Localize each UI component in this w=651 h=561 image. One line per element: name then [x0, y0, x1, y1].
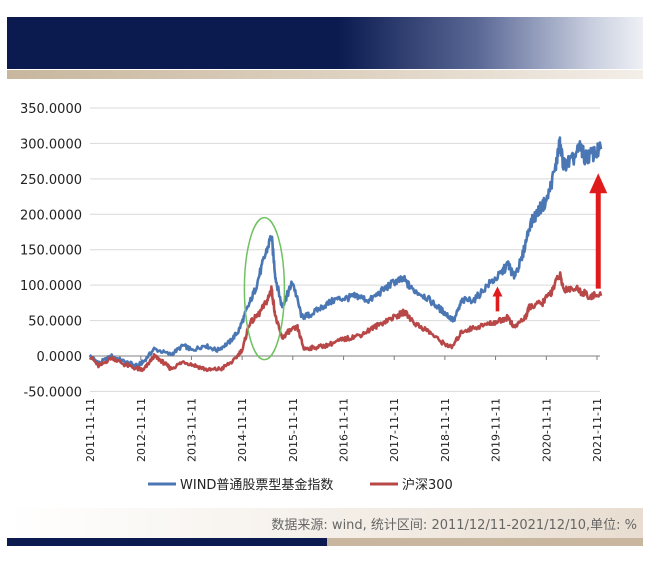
- x-axis-ticks: 2011-11-11 2012-11-11 2013-11-11 2014-11-11…: [84, 356, 604, 462]
- legend: WIND普通股票型基金指数 沪深300: [148, 477, 453, 493]
- x-tick-label: 2011-11-11: [84, 398, 97, 462]
- y-axis-ticks: 350.0000 300.0000 250.0000 200.0000 150.0000…: [20, 102, 82, 400]
- red-arrow-large: [589, 173, 608, 289]
- y-tick-label: -50.0000: [24, 385, 82, 400]
- x-tick-label: 2014-11-11: [236, 398, 249, 462]
- x-tick-label: 2016-11-11: [338, 398, 351, 462]
- header-accent-strip: [7, 70, 643, 79]
- footer-tan-band: [327, 538, 643, 546]
- y-tick-label: 200.0000: [20, 208, 82, 223]
- y-tick-label: 0.0000: [37, 350, 83, 365]
- x-tick-label: 2018-11-11: [439, 398, 452, 462]
- x-tick-label: 2020-11-11: [540, 398, 553, 462]
- legend-label: WIND普通股票型基金指数: [180, 477, 333, 493]
- y-tick-label: 250.0000: [20, 173, 82, 188]
- red-arrow-small: [492, 286, 503, 312]
- series-line-wind-fund-index: [88, 136, 603, 369]
- legend-label: 沪深300: [402, 477, 453, 493]
- x-tick-label: 2015-11-11: [287, 398, 300, 462]
- annotations: [243, 173, 608, 361]
- y-tick-label: 150.0000: [20, 244, 82, 259]
- x-tick-label: 2017-11-11: [388, 398, 401, 462]
- x-tick-label: 2013-11-11: [185, 398, 198, 462]
- y-tick-label: 300.0000: [20, 137, 82, 152]
- y-tick-label: 50.0000: [28, 315, 82, 330]
- x-tick-label: 2012-11-11: [135, 398, 148, 462]
- header-banner: [7, 17, 643, 69]
- series-line-csi300: [89, 271, 603, 373]
- footer-source-bar: 数据来源: wind, 统计区间: 2011/12/11-2021/12/10,…: [7, 508, 643, 538]
- x-tick-label: 2019-11-11: [490, 398, 503, 462]
- fund-index-line-chart: 350.0000 300.0000 250.0000 200.0000 150.0000…: [20, 102, 608, 493]
- x-tick-label: 2021-11-11: [591, 398, 604, 462]
- y-tick-label: 350.0000: [20, 102, 82, 117]
- gridlines: [90, 107, 600, 392]
- legend-item-wind-fund-index: WIND普通股票型基金指数: [148, 477, 333, 493]
- footer-navy-band: [7, 538, 327, 546]
- data-source-note: 数据来源: wind, 统计区间: 2011/12/11-2021/12/10,…: [271, 518, 637, 533]
- highlight-ellipse: [243, 216, 286, 361]
- legend-item-csi300: 沪深300: [370, 477, 453, 493]
- series-lines: [88, 136, 603, 373]
- y-tick-label: 100.0000: [20, 279, 82, 294]
